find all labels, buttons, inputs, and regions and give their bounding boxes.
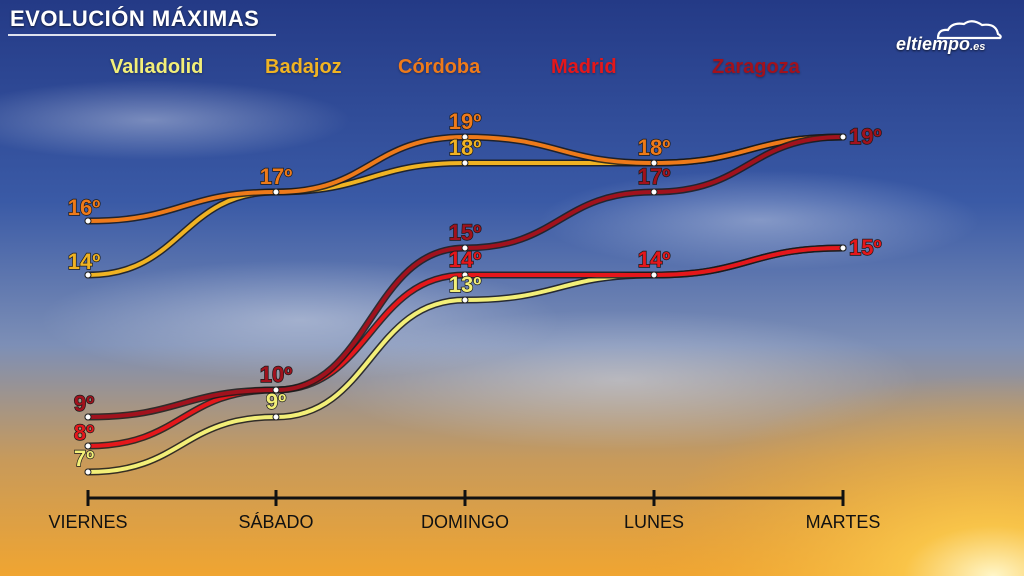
data-point bbox=[839, 244, 847, 252]
brand-logo: eltiempo.es bbox=[896, 20, 1016, 60]
data-point bbox=[272, 413, 280, 421]
data-label: 9º bbox=[266, 389, 286, 414]
legend-item: Badajoz bbox=[265, 56, 342, 78]
x-tick-label: SÁBADO bbox=[238, 512, 313, 532]
data-label: 9º bbox=[74, 391, 94, 416]
data-point bbox=[84, 217, 92, 225]
data-label: 18º bbox=[638, 135, 671, 160]
data-label: 8º bbox=[74, 420, 94, 445]
data-point bbox=[461, 133, 469, 141]
title-underline bbox=[8, 34, 276, 36]
data-point bbox=[650, 159, 658, 167]
data-point bbox=[461, 159, 469, 167]
data-point bbox=[84, 468, 92, 476]
data-point bbox=[650, 271, 658, 279]
data-label: 15º bbox=[849, 235, 882, 260]
data-label: 14º bbox=[449, 247, 482, 272]
data-point bbox=[461, 296, 469, 304]
data-label: 14º bbox=[638, 247, 671, 272]
data-point bbox=[272, 386, 280, 394]
data-point bbox=[84, 413, 92, 421]
data-label: 19º bbox=[449, 109, 482, 134]
x-tick-label: MARTES bbox=[806, 512, 881, 532]
data-point bbox=[84, 271, 92, 279]
data-label: 17º bbox=[638, 164, 671, 189]
x-tick-label: DOMINGO bbox=[421, 512, 509, 532]
x-tick-label: LUNES bbox=[624, 512, 684, 532]
data-label: 19º bbox=[849, 124, 882, 149]
data-label: 7º bbox=[74, 446, 94, 471]
data-label: 10º bbox=[260, 362, 293, 387]
chart-title: EVOLUCIÓN MÁXIMAS bbox=[10, 6, 260, 31]
legend-item: Valladolid bbox=[110, 56, 204, 78]
data-label: 14º bbox=[68, 249, 101, 274]
legend-item: Zaragoza bbox=[712, 56, 800, 78]
data-point bbox=[272, 188, 280, 196]
legend-item: Madrid bbox=[551, 56, 617, 78]
x-tick-label: VIERNES bbox=[48, 512, 127, 532]
data-point bbox=[650, 188, 658, 196]
data-label: 18º bbox=[449, 135, 482, 160]
data-label: 15º bbox=[449, 220, 482, 245]
cloud-icon bbox=[936, 20, 1002, 40]
data-label: 17º bbox=[260, 164, 293, 189]
data-point bbox=[839, 133, 847, 141]
series-line bbox=[86, 246, 845, 448]
data-point bbox=[84, 442, 92, 450]
data-point bbox=[461, 244, 469, 252]
data-label: 13º bbox=[449, 272, 482, 297]
data-label: 16º bbox=[68, 195, 101, 220]
brand-name: eltiempo.es bbox=[896, 34, 986, 54]
legend-item: Córdoba bbox=[398, 56, 481, 78]
data-point bbox=[461, 271, 469, 279]
